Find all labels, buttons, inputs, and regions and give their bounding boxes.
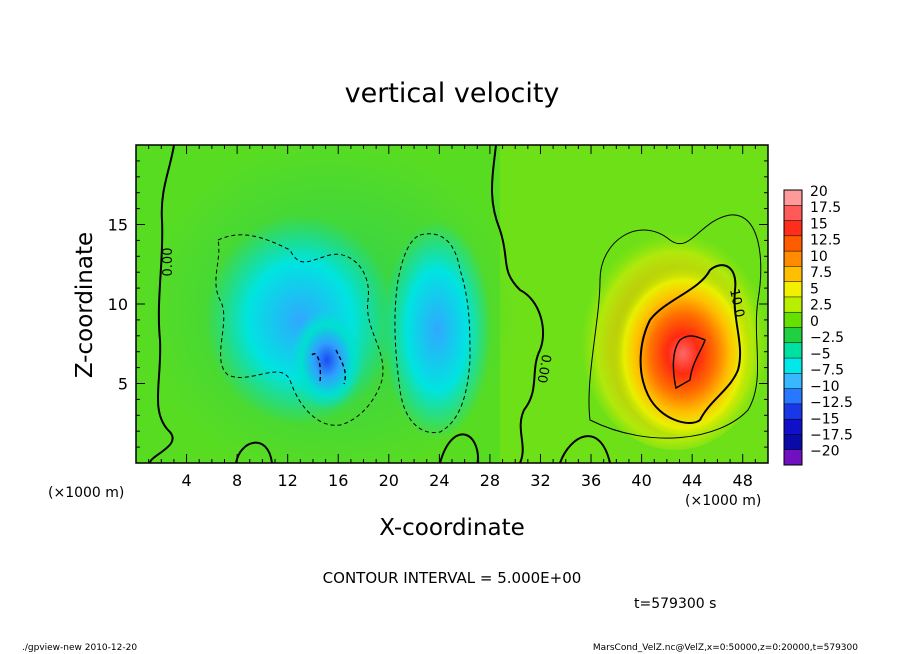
colorbar-label: 2.5	[810, 298, 832, 314]
y-tick-label: 10	[108, 295, 128, 314]
colorbar-label: −12.5	[810, 395, 853, 411]
colorbar-label: 10	[810, 249, 828, 265]
colorbar-swatch	[784, 342, 802, 359]
contour-label: 0.00	[161, 248, 176, 277]
contour-neg5-west	[215, 234, 384, 426]
colorbar-label: −17.5	[810, 427, 853, 443]
colorbar-swatch	[784, 449, 802, 466]
x-tick-label: 40	[631, 471, 651, 490]
x-tick-label: 24	[429, 471, 449, 490]
colorbar-swatch	[784, 358, 802, 374]
x-axis-label: X-coordinate	[379, 515, 525, 541]
colorbar-swatch	[784, 388, 802, 405]
colorbar-swatch	[784, 419, 802, 435]
zero-contour-mid	[491, 145, 545, 463]
contour-label: 10.0	[726, 288, 747, 319]
x-tick-label: 8	[232, 471, 242, 490]
colorbar-swatch	[784, 281, 802, 298]
colorbar-label: 0	[810, 314, 819, 330]
downdraft-west-outer	[205, 215, 395, 425]
x-unit-left: (×1000 m)	[48, 485, 124, 501]
colorbar-label: 20	[810, 184, 828, 200]
colorbar-label: 7.5	[810, 265, 832, 281]
colorbar-label: −7.5	[810, 363, 844, 379]
contour-neg5-east	[394, 233, 471, 434]
downdraft-east	[382, 220, 492, 440]
colorbar-label: −10	[810, 379, 840, 395]
contour-10	[639, 264, 742, 424]
colorbar-swatch	[784, 266, 802, 283]
chart-title: vertical velocity	[345, 78, 560, 109]
x-tick-label: 36	[581, 471, 601, 490]
x-tick-label: 48	[733, 471, 753, 490]
colorbar-label: −15	[810, 411, 840, 427]
colorbar-swatch	[784, 327, 802, 344]
time-stamp: t=579300 s	[634, 596, 716, 612]
contour-15	[672, 335, 706, 390]
colorbar-swatch	[784, 205, 802, 222]
colorbar-label: 5	[810, 281, 819, 297]
colorbar-swatch	[784, 296, 802, 313]
x-unit-right: (×1000 m)	[685, 493, 761, 509]
x-tick-label: 12	[278, 471, 298, 490]
contour-5	[588, 214, 762, 439]
colorbar-swatch	[784, 434, 802, 451]
y-axis: 5 10 15	[108, 160, 768, 448]
footer-right: MarsCond_VelZ.nc@VelZ,x=0:50000,z=0:2000…	[593, 643, 858, 653]
x-tick-label: 16	[328, 471, 348, 490]
contour-interval: CONTOUR INTERVAL = 5.000E+00	[323, 569, 582, 587]
colorbar-swatch	[784, 403, 802, 420]
colorbar-label: −2.5	[810, 330, 844, 346]
y-tick-label: 15	[108, 216, 128, 235]
y-axis-label: Z-coordinate	[72, 232, 98, 378]
y-tick-label: 5	[118, 375, 128, 394]
updraft-core	[611, 255, 755, 435]
x-axis: 4 8 12 16 20 24 28 32 36 40 44 48	[148, 145, 756, 490]
contour-neg10	[311, 349, 346, 385]
x-tick-label: 32	[530, 471, 550, 490]
colorbar-label: 12.5	[810, 233, 841, 249]
x-tick-label: 44	[682, 471, 702, 490]
colorbar-swatch	[784, 373, 802, 390]
x-tick-label: 28	[480, 471, 500, 490]
zero-contour-west	[149, 145, 175, 463]
colorbar: 2017.51512.5107.552.50−2.5−5−7.5−10−12.5…	[783, 184, 853, 466]
contour-lines	[149, 145, 762, 463]
colorbar-label: −5	[810, 346, 831, 362]
colorbar-swatch	[784, 312, 802, 328]
zero-contour-bottom	[235, 433, 611, 463]
colorbar-label: −20	[810, 444, 840, 460]
heatmap-field	[136, 145, 768, 463]
contour-label: 0.00	[534, 353, 554, 384]
x-tick-label: 20	[379, 471, 399, 490]
colorbar-swatch	[784, 235, 802, 252]
colorbar-swatch	[784, 190, 802, 206]
x-tick-label: 4	[181, 471, 191, 490]
colorbar-label: 17.5	[810, 200, 841, 216]
colorbar-swatch	[784, 251, 802, 267]
downdraft-west-core	[291, 310, 363, 410]
colorbar-label: 15	[810, 216, 828, 232]
colorbar-swatch	[784, 220, 802, 237]
footer-left: ./gpview-new 2010-12-20	[22, 643, 137, 653]
